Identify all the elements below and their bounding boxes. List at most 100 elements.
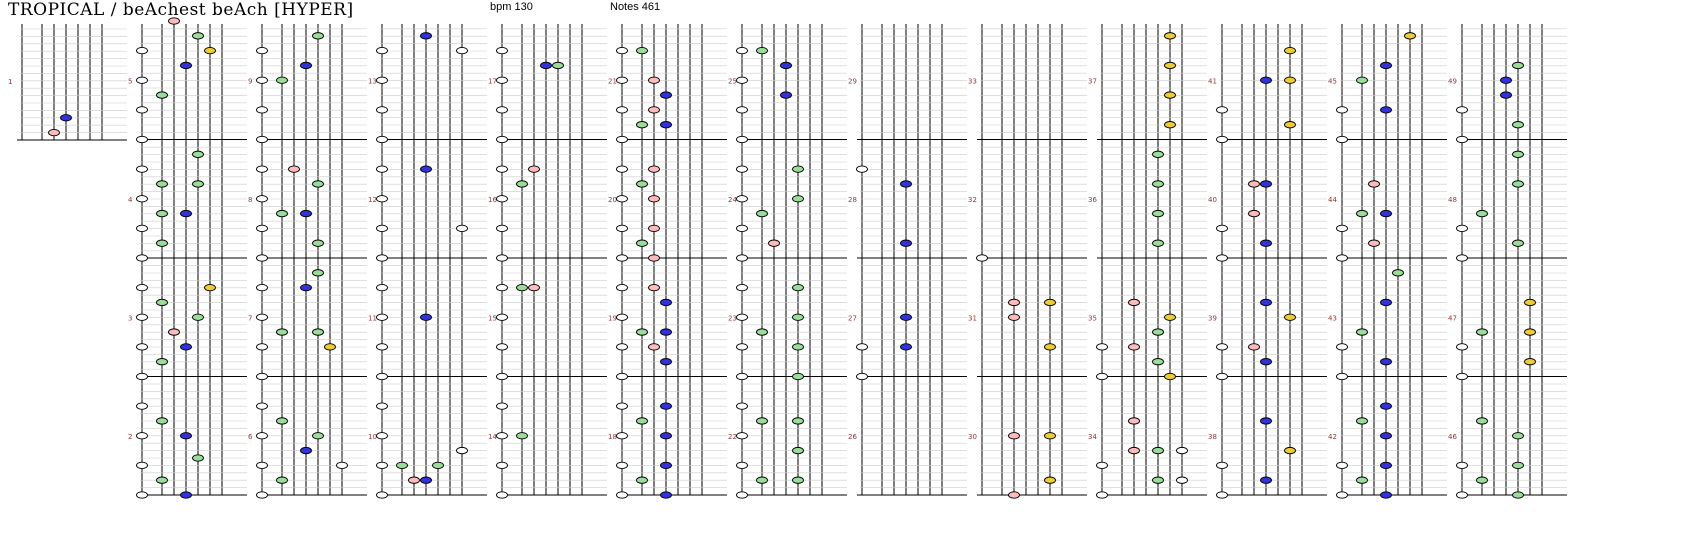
note-green [1512,491,1524,499]
note-white [736,76,748,84]
note-blue [660,461,672,470]
measure-number: 35 [1088,314,1097,322]
note-blue [660,432,672,440]
note-yellow [1044,343,1056,351]
note-white [256,313,268,321]
note-blue [900,343,912,351]
note-blue [300,446,312,455]
note-pink [48,128,60,137]
note-pink [1008,313,1020,321]
note-pink [1248,180,1260,188]
note-yellow [204,46,216,55]
note-green [1356,417,1368,425]
note-blue [1260,76,1272,84]
note-white [616,372,628,381]
note-yellow [1284,121,1296,129]
note-white [1336,461,1348,470]
note-green [1152,328,1164,336]
note-green [636,46,648,55]
note-green [636,476,648,484]
note-white [736,195,748,203]
note-pink [1368,180,1380,188]
note-white [456,446,468,455]
note-blue [420,313,432,321]
note-white [616,343,628,351]
note-blue [300,209,312,218]
note-pink [288,165,300,173]
note-white [256,491,268,499]
note-white [1336,254,1348,262]
measure-number: 27 [848,314,857,322]
note-green [1152,476,1164,484]
note-white [256,461,268,470]
note-pink [1008,432,1020,440]
note-white [496,195,508,203]
note-white [1216,254,1228,262]
note-white [496,224,508,233]
note-white [1216,224,1228,233]
note-green [192,32,204,40]
note-pink [648,106,660,114]
note-white [376,76,388,84]
note-green [1152,209,1164,218]
note-white [256,283,268,292]
measure-number: 44 [1328,196,1337,204]
measure-number: 2 [128,433,132,441]
note-white [256,165,268,173]
note-white [136,165,148,173]
measure-number: 3 [128,314,132,322]
note-green [276,209,288,218]
note-pink [528,283,540,292]
measure-number: 49 [1448,77,1457,85]
note-blue [660,91,672,99]
note-blue [1380,461,1392,470]
note-white [496,461,508,470]
note-white [256,195,268,203]
measure-number: 5 [128,77,132,85]
note-green [1512,61,1524,70]
note-yellow [1164,61,1176,70]
measure-number: 22 [728,433,737,441]
note-blue [660,358,672,366]
note-yellow [1284,76,1296,84]
note-blue [180,209,192,218]
note-blue [180,432,192,440]
note-white [496,491,508,499]
note-white [1096,461,1108,470]
note-white [1456,461,1468,470]
note-green [1512,461,1524,470]
note-white [616,461,628,470]
note-white [496,135,508,144]
note-white [1336,135,1348,144]
note-white [136,461,148,470]
note-pink [168,17,180,25]
measure-number: 4 [128,196,133,204]
note-green [1512,150,1524,158]
note-white [616,46,628,55]
note-blue [660,402,672,410]
note-white [1336,372,1348,381]
note-white [136,224,148,233]
note-white [1096,372,1108,381]
note-green [396,461,408,470]
note-pink [648,195,660,203]
note-green [756,417,768,425]
note-green [156,476,168,484]
note-green [1152,180,1164,188]
note-green [156,91,168,99]
note-white [136,135,148,144]
note-white [616,106,628,114]
note-green [192,313,204,321]
note-white [496,46,508,55]
note-white [256,224,268,233]
measure-number: 6 [248,433,253,441]
note-white [376,432,388,440]
note-white [736,461,748,470]
note-green [792,195,804,203]
note-white [376,165,388,173]
note-pink [1008,298,1020,307]
note-blue [1260,298,1272,307]
measure-number: 28 [848,196,857,204]
note-green [1476,328,1488,336]
note-yellow [1524,328,1536,336]
